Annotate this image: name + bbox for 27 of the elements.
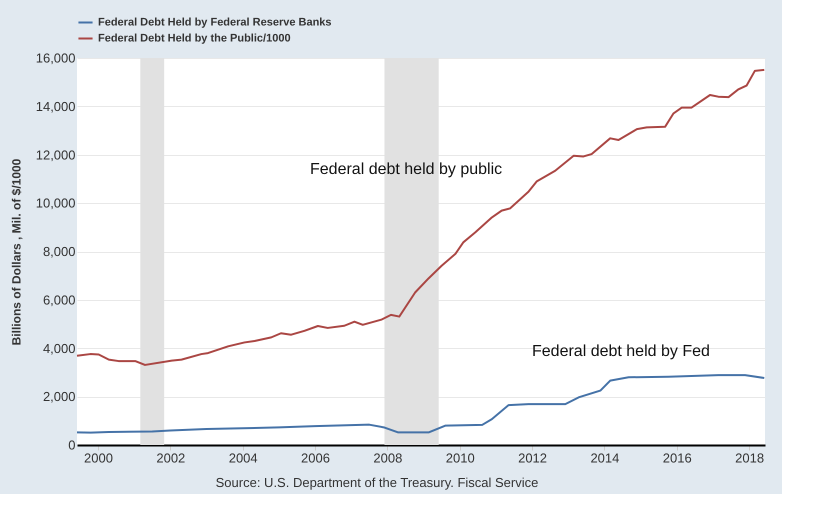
y-tick-label: 10,000: [36, 196, 76, 211]
y-axis-title: Billions of Dollars , Mil. of $/1000: [10, 158, 24, 346]
x-tick-label: 2016: [662, 450, 692, 466]
y-tick-label: 8,000: [42, 244, 76, 259]
x-tick-label: 2008: [373, 450, 402, 466]
line-series: [76, 68, 766, 366]
legend-label: Federal Debt Held by Federal Reserve Banks: [98, 16, 332, 28]
x-tick-label: 2010: [446, 450, 475, 466]
legend-label: Federal Debt Held by the Public/1000: [98, 32, 291, 44]
x-tick-label: 2002: [156, 450, 186, 466]
source-note: Source: U.S. Department of the Treasury. Fiscal Service: [216, 475, 538, 490]
y-tick-label: 14,000: [36, 98, 76, 114]
line-series: [76, 374, 766, 434]
x-tick-label: 2014: [590, 450, 620, 466]
annotation: Federal debt held by public: [310, 161, 502, 178]
y-tick-label: 4,000: [42, 340, 76, 356]
y-tick-label: 0: [68, 438, 76, 452]
y-tick-label: 2,000: [42, 389, 76, 404]
y-tick-label: 12,000: [36, 147, 76, 162]
x-tick-label: 2006: [301, 450, 330, 466]
x-tick-label: 2018: [735, 450, 764, 466]
annotation: Federal debt held by Fed: [532, 343, 710, 360]
y-tick-label: 16,000: [36, 50, 76, 66]
x-tick-label: 2000: [84, 450, 113, 466]
x-tick-label: 2004: [228, 450, 258, 466]
x-tick-label: 2012: [518, 450, 548, 466]
y-tick-label: 6,000: [42, 292, 76, 308]
